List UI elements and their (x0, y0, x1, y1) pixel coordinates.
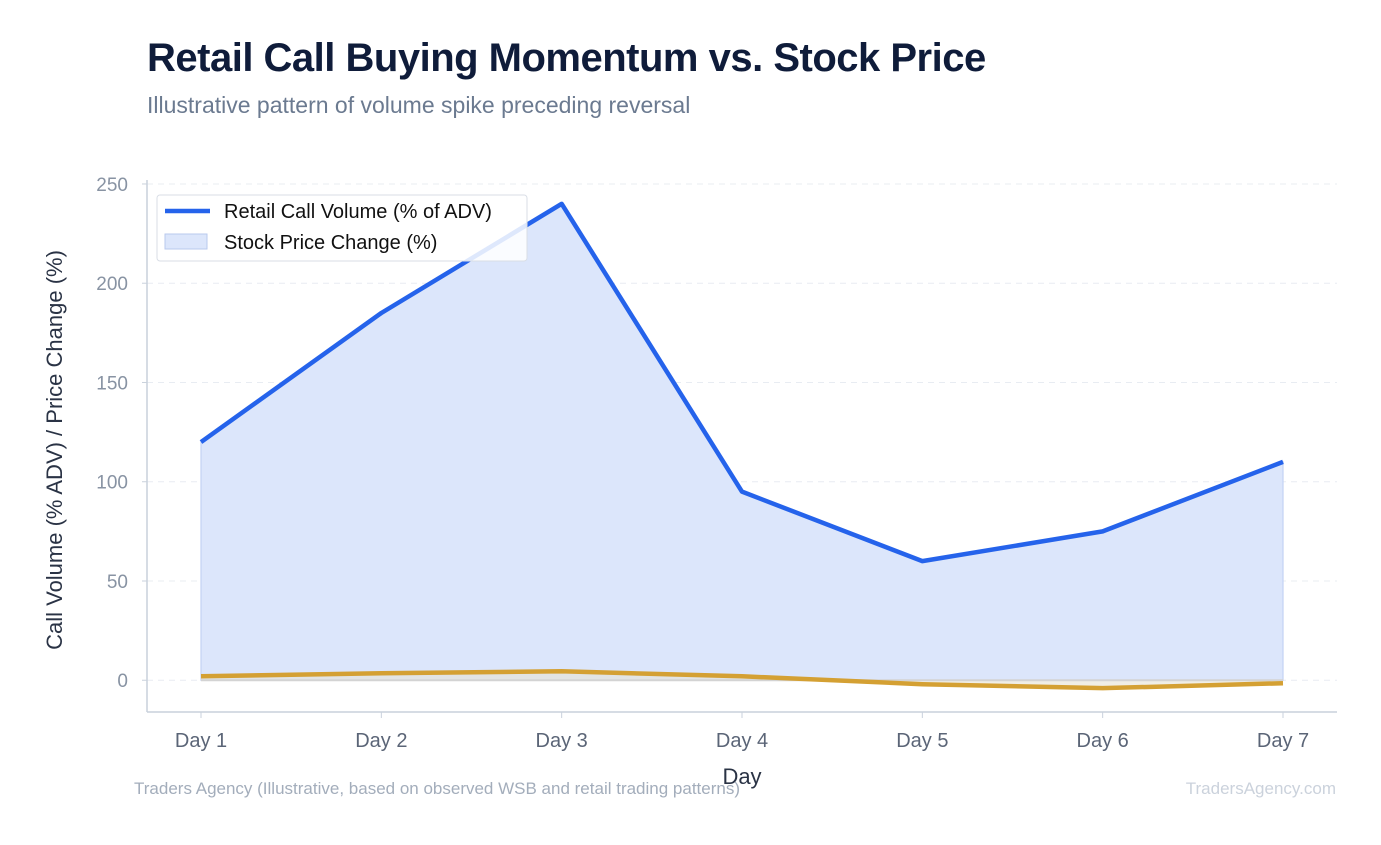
legend-box (156, 194, 528, 262)
x-tick-label-1: Day 1 (175, 730, 227, 752)
y-tick-labels: 0 50 100 150 200 250 (96, 175, 128, 692)
y-tick-label-0: 0 (117, 671, 128, 692)
x-tick-label-2: Day 2 (355, 730, 407, 752)
chart-subtitle: Illustrative pattern of volume spike pre… (147, 92, 691, 118)
lines-layer (199, 201, 1284, 691)
area-layer (200, 203, 1284, 681)
y-tick-label-200: 200 (96, 274, 128, 295)
chart-title: Retail Call Buying Momentum vs. Stock Pr… (147, 36, 986, 80)
x-tick-labels: Day 1 Day 2 Day 3 Day 4 Day 5 Day 6 Day 7 (175, 712, 1309, 752)
x-tick-label-4: Day 4 (716, 730, 768, 752)
y-tick-label-150: 150 (96, 373, 128, 394)
brand-watermark: TradersAgency.com (1185, 779, 1336, 798)
x-tick-label-7: Day 7 (1257, 730, 1309, 752)
legend-label-volume: Retail Call Volume (% of ADV) (224, 201, 492, 223)
x-tick-label-6: Day 6 (1077, 730, 1129, 752)
x-axis-title: Day (722, 764, 761, 789)
source-note: Traders Agency (Illustrative, based on o… (134, 779, 741, 798)
volume-area (200, 203, 1284, 681)
y-tick-label-100: 100 (96, 473, 128, 494)
legend-swatch-price (164, 233, 208, 250)
series-line-retail-call-volume (199, 201, 1284, 564)
series-line-stock-price-change (200, 669, 1284, 691)
x-tick-label-5: Day 5 (896, 730, 948, 752)
y-tick-label-250: 250 (96, 175, 128, 196)
legend-label-price: Stock Price Change (%) (224, 232, 437, 254)
x-tick-label-3: Day 3 (536, 730, 588, 752)
y-axis-title: Call Volume (% ADV) / Price Change (%) (42, 250, 67, 650)
y-tick-label-50: 50 (107, 572, 128, 593)
legend: Retail Call Volume (% of ADV) Stock Pric… (156, 194, 528, 262)
